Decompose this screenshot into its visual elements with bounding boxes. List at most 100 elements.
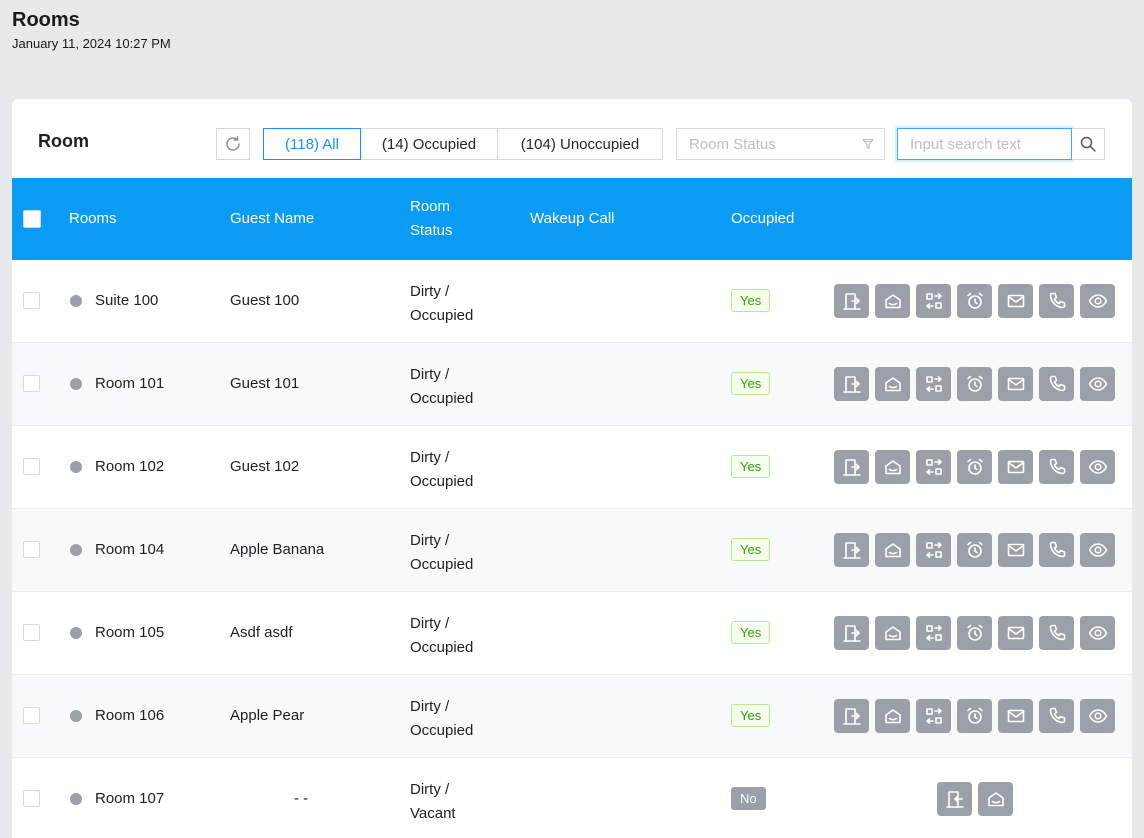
room-status-text: Dirty / Occupied: [410, 529, 473, 577]
column-header-room-status-line1: Room: [410, 198, 451, 215]
refresh-button[interactable]: [216, 128, 250, 160]
wakeup-call-button[interactable]: [957, 284, 992, 318]
wakeup-call-button[interactable]: [957, 367, 992, 401]
room-status-dot: [70, 627, 82, 639]
phone-icon: [1047, 540, 1067, 560]
row-actions: [834, 699, 1115, 733]
row-checkbox[interactable]: [23, 292, 40, 309]
table-row: Room 101 Guest 101 Dirty / Occupied Yes: [12, 343, 1132, 426]
alarm-icon: [965, 291, 985, 311]
mail-icon: [1006, 374, 1026, 394]
mail-icon: [1006, 623, 1026, 643]
housekeeping-button[interactable]: [875, 533, 910, 567]
room-name[interactable]: Room 102: [95, 458, 165, 475]
guest-name: Apple Banana: [230, 541, 325, 558]
filter-icon: [862, 138, 874, 150]
check-out-button[interactable]: [834, 367, 869, 401]
wakeup-call-button[interactable]: [957, 450, 992, 484]
view-button[interactable]: [1080, 533, 1115, 567]
room-move-button[interactable]: [916, 533, 951, 567]
message-button[interactable]: [998, 450, 1033, 484]
view-button[interactable]: [1080, 699, 1115, 733]
row-checkbox[interactable]: [23, 707, 40, 724]
view-button[interactable]: [1080, 284, 1115, 318]
check-out-button[interactable]: [834, 533, 869, 567]
row-checkbox[interactable]: [23, 790, 40, 807]
housekeeping-button[interactable]: [978, 782, 1013, 816]
filter-all-tab[interactable]: (118) All: [263, 128, 361, 160]
room-name[interactable]: Room 104: [95, 541, 165, 558]
room-move-button[interactable]: [916, 450, 951, 484]
room-status-dot: [70, 544, 82, 556]
message-button[interactable]: [998, 284, 1033, 318]
message-button[interactable]: [998, 533, 1033, 567]
call-button[interactable]: [1039, 450, 1074, 484]
room-name[interactable]: Suite 100: [95, 292, 159, 309]
room-name[interactable]: Room 101: [95, 375, 165, 392]
housekeeping-button[interactable]: [875, 616, 910, 650]
wakeup-call-button[interactable]: [957, 533, 992, 567]
room-name[interactable]: Room 106: [95, 707, 165, 724]
wakeup-call-button[interactable]: [957, 616, 992, 650]
check-out-button[interactable]: [834, 699, 869, 733]
room-move-button[interactable]: [916, 616, 951, 650]
room-status-select[interactable]: Room Status: [676, 128, 885, 160]
row-checkbox[interactable]: [23, 541, 40, 558]
message-button[interactable]: [998, 367, 1033, 401]
page-datetime: January 11, 2024 10:27 PM: [12, 36, 171, 51]
guest-name: - -: [294, 790, 309, 807]
wakeup-call-button[interactable]: [957, 699, 992, 733]
room-move-button[interactable]: [916, 367, 951, 401]
view-button[interactable]: [1080, 450, 1115, 484]
housekeeping-button[interactable]: [875, 450, 910, 484]
occupied-badge: Yes: [731, 538, 771, 561]
call-button[interactable]: [1039, 284, 1074, 318]
room-move-button[interactable]: [916, 699, 951, 733]
call-button[interactable]: [1039, 367, 1074, 401]
select-all-checkbox[interactable]: [23, 210, 41, 228]
search-input[interactable]: [897, 128, 1072, 160]
check-out-button[interactable]: [834, 450, 869, 484]
call-button[interactable]: [1039, 699, 1074, 733]
room-move-button[interactable]: [916, 284, 951, 318]
filter-occupied-tab[interactable]: (14) Occupied: [360, 128, 498, 160]
row-actions: [834, 450, 1115, 484]
room-status-text: Dirty / Occupied: [410, 446, 473, 494]
check-out-button[interactable]: [834, 616, 869, 650]
row-checkbox[interactable]: [23, 458, 40, 475]
view-icon: [1088, 291, 1108, 311]
room-name[interactable]: Room 107: [95, 790, 165, 807]
housekeeping-icon: [883, 540, 903, 560]
room-name[interactable]: Room 105: [95, 624, 165, 641]
room-status-dot: [70, 710, 82, 722]
room-status-line2: Vacant: [410, 805, 456, 822]
message-button[interactable]: [998, 616, 1033, 650]
check-out-icon: [842, 623, 862, 643]
column-header-wakeup-call: Wakeup Call: [530, 210, 615, 227]
check-out-button[interactable]: [834, 284, 869, 318]
housekeeping-button[interactable]: [875, 367, 910, 401]
housekeeping-button[interactable]: [875, 699, 910, 733]
check-out-icon: [842, 291, 862, 311]
view-button[interactable]: [1080, 367, 1115, 401]
room-status-line1: Dirty /: [410, 449, 450, 466]
room-status-line2: Occupied: [410, 473, 474, 490]
search-button[interactable]: [1072, 128, 1105, 160]
filter-unoccupied-tab[interactable]: (104) Unoccupied: [497, 128, 663, 160]
message-button[interactable]: [998, 699, 1033, 733]
check-in-button[interactable]: [937, 782, 972, 816]
view-button[interactable]: [1080, 616, 1115, 650]
card-title: Room: [38, 131, 89, 151]
row-checkbox[interactable]: [23, 375, 40, 392]
call-button[interactable]: [1039, 533, 1074, 567]
occupied-badge: Yes: [731, 372, 771, 395]
row-checkbox[interactable]: [23, 624, 40, 641]
housekeeping-button[interactable]: [875, 284, 910, 318]
check-out-icon: [842, 540, 862, 560]
call-button[interactable]: [1039, 616, 1074, 650]
page-title: Rooms: [12, 9, 80, 31]
guest-name: Guest 101: [230, 375, 300, 392]
search-icon: [1080, 136, 1096, 152]
row-actions: [834, 284, 1115, 318]
table-body: Suite 100 Guest 100 Dirty / Occupied Yes…: [12, 260, 1132, 838]
